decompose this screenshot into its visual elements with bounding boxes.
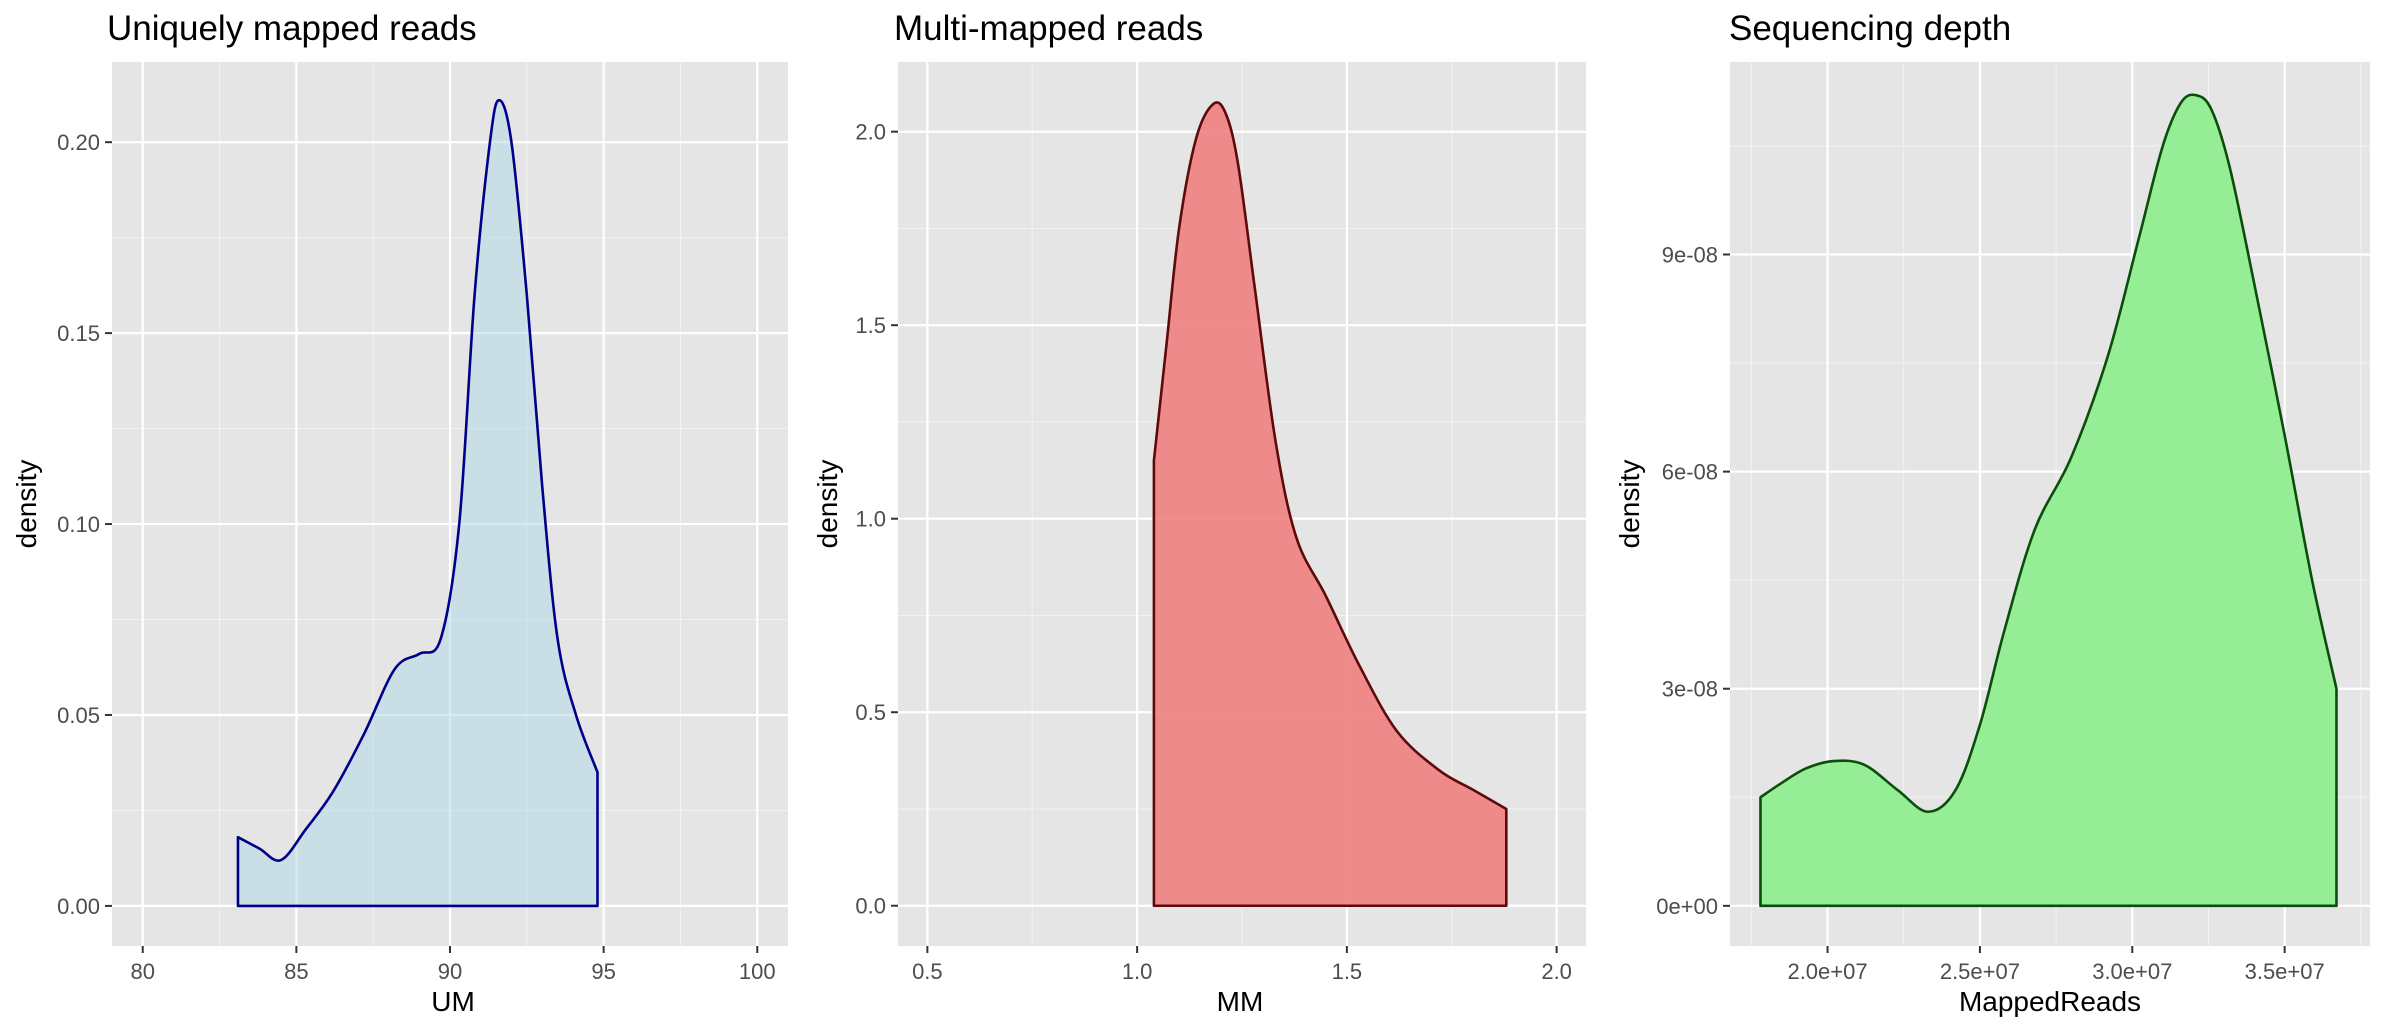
y-axis-title: density <box>812 460 843 549</box>
x-tick-label: 100 <box>739 959 776 984</box>
panel-sequencing-depth: Sequencing depth MappedReads density 2.0… <box>1614 9 2370 1017</box>
x-tick-label: 85 <box>284 959 308 984</box>
x-tick-label: 95 <box>591 959 615 984</box>
x-tick-label: 1.0 <box>1122 959 1153 984</box>
x-tick-label: 2.5e+07 <box>1940 959 2020 984</box>
panel-uniquely-mapped-reads: Uniquely mapped reads UM density 80 85 90 9… <box>11 9 788 1017</box>
y-tick-label: 0.10 <box>57 512 100 537</box>
x-tick-label: 80 <box>130 959 154 984</box>
x-tick-label: 2.0 <box>1541 959 1572 984</box>
density-area <box>1152 101 1508 908</box>
y-tick-label: 9e-08 <box>1662 243 1718 268</box>
x-tick-label: 0.5 <box>912 959 943 984</box>
x-tick-label: 3.0e+07 <box>2092 959 2172 984</box>
panel-title: Multi-mapped reads <box>894 9 1203 48</box>
y-tick-label: 0.15 <box>57 321 100 346</box>
panel-title: Uniquely mapped reads <box>107 9 477 48</box>
y-tick-label: 0.5 <box>855 700 886 725</box>
x-axis-title: MM <box>1217 986 1264 1017</box>
x-tick-label: 1.5 <box>1332 959 1363 984</box>
y-tick-label: 0e+00 <box>1656 894 1718 919</box>
density-area <box>1759 93 2338 908</box>
y-tick-label: 0.00 <box>57 894 100 919</box>
y-tick-label: 0.20 <box>57 130 100 155</box>
y-tick-label: 0.05 <box>57 703 100 728</box>
plot-area: 0.5 1.0 1.5 2.0 0.0 0.5 1.0 1.5 2.0 <box>855 62 1586 984</box>
y-axis-title: density <box>11 460 42 549</box>
y-axis-title: density <box>1614 460 1645 549</box>
x-axis-title: MappedReads <box>1959 986 2141 1017</box>
y-tick-label: 0.0 <box>855 894 886 919</box>
x-tick-label: 3.5e+07 <box>2245 959 2325 984</box>
panel-multi-mapped-reads: Multi-mapped reads MM density 0.5 1.0 1.5 2… <box>812 9 1586 1017</box>
y-tick-label: 2.0 <box>855 120 886 145</box>
y-tick-label: 6e-08 <box>1662 460 1718 485</box>
plot-area: 80 85 90 95 100 0.00 0.05 0.10 0.15 0.20 <box>57 62 788 984</box>
y-tick-label: 1.0 <box>855 507 886 532</box>
plot-area: 2.0e+07 2.5e+07 3.0e+07 3.5e+07 0e+00 3e-08 6e… <box>1656 62 2370 984</box>
panel-title: Sequencing depth <box>1729 9 2011 48</box>
x-axis-title: UM <box>431 986 475 1017</box>
y-tick-label: 1.5 <box>855 313 886 338</box>
x-tick-label: 2.0e+07 <box>1787 959 1867 984</box>
x-tick-label: 90 <box>438 959 462 984</box>
y-tick-label: 3e-08 <box>1662 677 1718 702</box>
density-area <box>236 98 599 908</box>
